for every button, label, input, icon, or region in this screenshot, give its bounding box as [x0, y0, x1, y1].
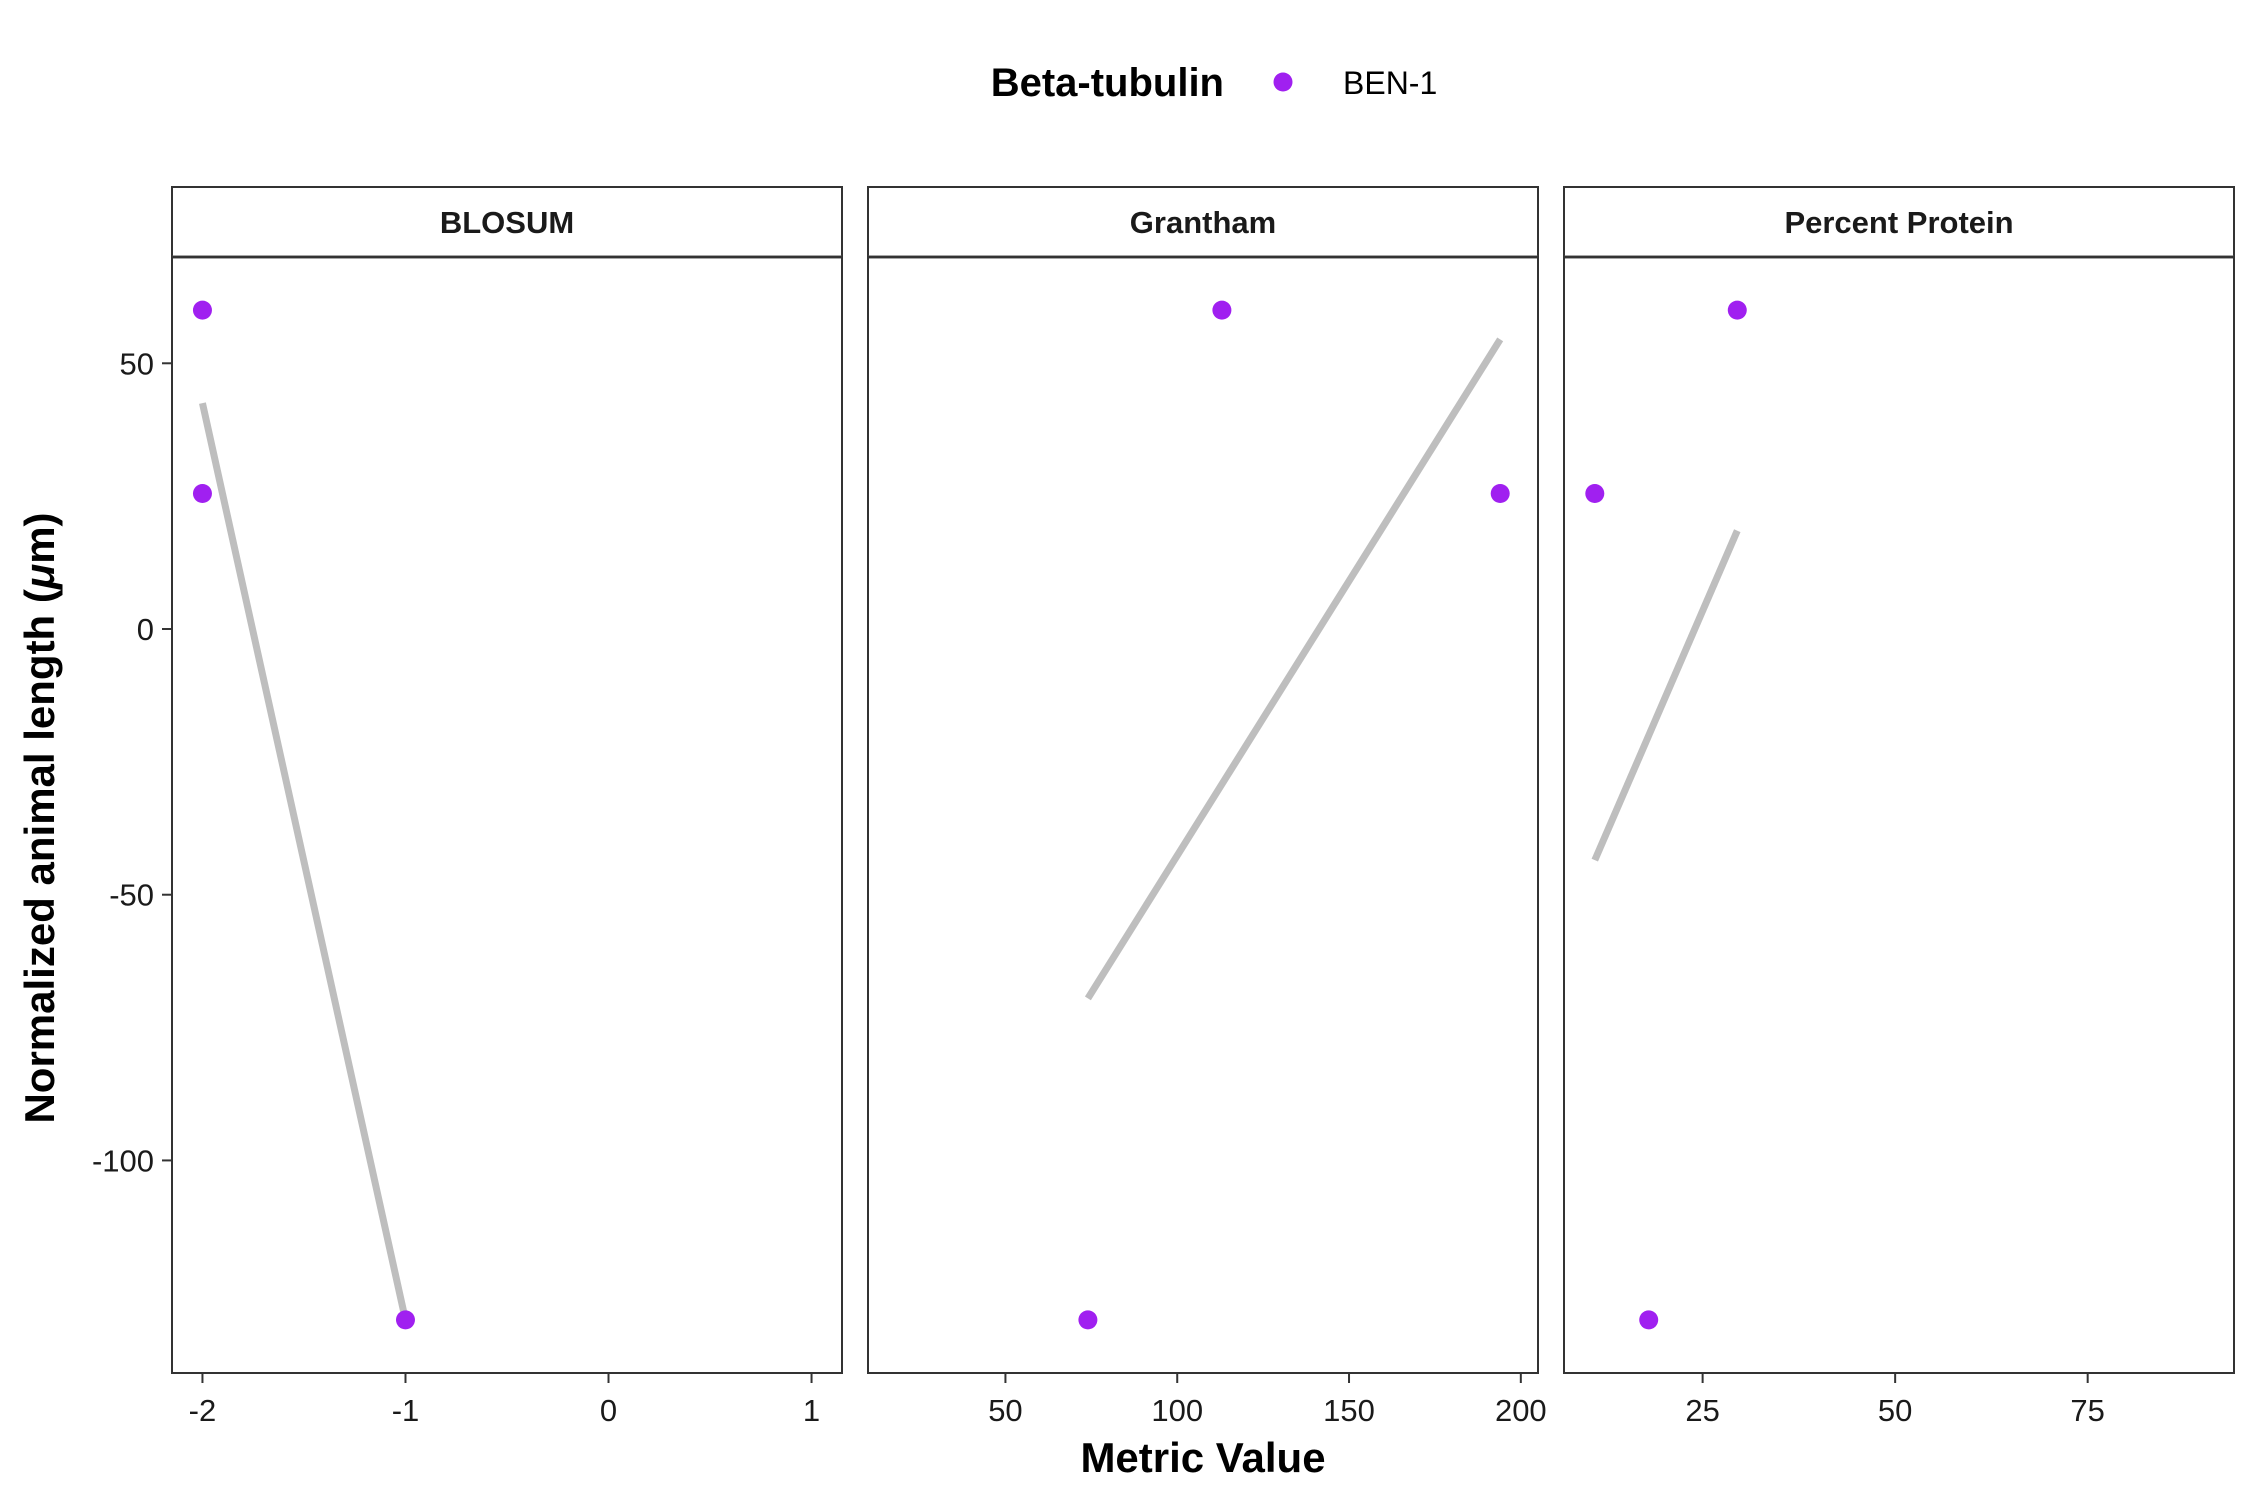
data-point-grantham-3	[1490, 483, 1510, 503]
legend-label-ben-1: BEN-1	[1343, 65, 1437, 101]
legend-title: Beta-tubulin	[991, 61, 1224, 105]
x-axis-title: Metric Value	[1080, 1434, 1325, 1481]
x-tick-label: -1	[392, 1393, 420, 1428]
y-axis-title-mu: μ	[16, 564, 63, 590]
y-tick-label: 0	[137, 612, 154, 647]
fit-line-blosum	[199, 402, 409, 1321]
y-axis-title-tail: m)	[16, 512, 63, 563]
fit-line-grantham	[1084, 337, 1504, 1001]
y-tick-label: -50	[109, 878, 154, 913]
x-tick-label: 0	[600, 1393, 617, 1428]
fit-line-percent-protein	[1591, 529, 1741, 862]
strip-blosum	[171, 186, 843, 258]
x-tick-label: 100	[1151, 1393, 1203, 1428]
data-point-grantham-2	[1212, 300, 1232, 320]
x-tick-label: 75	[2070, 1393, 2104, 1428]
x-tick-label: 150	[1323, 1393, 1375, 1428]
legend: Beta-tubulin BEN-1	[991, 61, 1438, 105]
data-point-blosum-1	[192, 300, 212, 320]
x-tick-label: 25	[1685, 1393, 1719, 1428]
y-axis: 50 0 -50 -100	[92, 346, 172, 1178]
data-point-blosum-3	[395, 1310, 415, 1330]
x-tick-label: 50	[1878, 1393, 1912, 1428]
panel-blosum: BLOSUM -2 -1 0 1	[171, 186, 843, 1428]
facet-panels: BLOSUM -2 -1 0 1 Grantham 50 100 150 200 Percent P…	[171, 186, 2235, 1428]
legend-key-ben-1	[1273, 72, 1293, 92]
x-tick-label: 50	[988, 1393, 1022, 1428]
panel-border-blosum	[171, 256, 843, 1374]
y-tick-label: 50	[120, 346, 154, 381]
y-axis-title-main: Normalized animal length (	[16, 589, 63, 1123]
data-point-percent-protein-3	[1727, 300, 1747, 320]
panel-percent-protein: Percent Protein 25 50 75	[1563, 186, 2235, 1428]
panel-grantham: Grantham 50 100 150 200	[867, 186, 1547, 1428]
strip-label-percent-protein: Percent Protein	[1784, 205, 2013, 240]
strip-label-grantham: Grantham	[1130, 205, 1276, 240]
x-tick-label: 1	[803, 1393, 820, 1428]
y-tick-label: -100	[92, 1143, 154, 1178]
data-point-blosum-2	[192, 483, 212, 503]
strip-percent-protein	[1563, 186, 2235, 258]
x-tick-label: 200	[1495, 1393, 1547, 1428]
y-axis-title: Normalized animal length (μm)	[16, 512, 63, 1123]
x-tick-label: -2	[189, 1393, 217, 1428]
panel-border-grantham	[867, 256, 1539, 1374]
data-point-percent-protein-2	[1639, 1310, 1659, 1330]
strip-label-blosum: BLOSUM	[440, 205, 574, 240]
data-point-grantham-1	[1078, 1310, 1098, 1330]
data-point-percent-protein-1	[1585, 483, 1605, 503]
panel-border-percent-protein	[1563, 256, 2235, 1374]
